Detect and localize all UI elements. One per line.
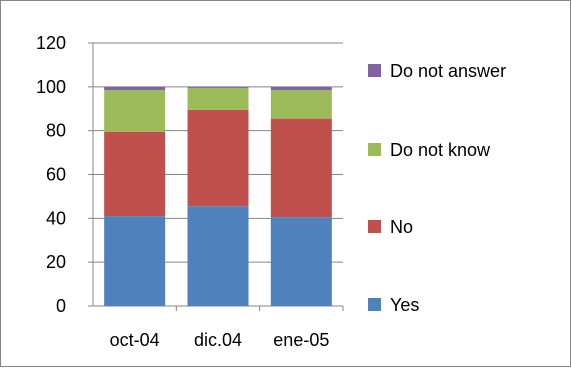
legend-swatch-do-not-know — [368, 143, 381, 156]
x-tick-label-1: dic.04 — [194, 330, 242, 350]
x-tick-label-0: oct-04 — [110, 330, 160, 350]
bar-do-not-know-2 — [270, 90, 332, 119]
legend: Do not answer Do not know No Yes — [368, 61, 506, 315]
bar-no-1 — [187, 109, 249, 207]
y-tick-label-20: 20 — [46, 252, 66, 272]
legend-label-do-not-know: Do not know — [390, 140, 491, 160]
legend-label-do-not-answer: Do not answer — [390, 61, 506, 81]
bar-yes-0 — [104, 216, 166, 306]
bar-no-0 — [104, 131, 166, 217]
y-tick-label-0: 0 — [56, 296, 66, 316]
legend-swatch-no — [368, 220, 381, 233]
bar-do-not-answer-0 — [104, 86, 166, 91]
bar-do-not-know-1 — [187, 87, 249, 110]
y-tick-label-100: 100 — [36, 77, 66, 97]
bar-yes-2 — [270, 217, 332, 306]
bar-yes-1 — [187, 206, 249, 306]
legend-swatch-yes — [368, 298, 381, 311]
bar-do-not-answer-2 — [270, 86, 332, 91]
bar-do-not-answer-1 — [187, 86, 249, 88]
bars — [104, 86, 332, 306]
bar-do-not-know-0 — [104, 90, 166, 132]
y-tick-label-120: 120 — [36, 33, 66, 53]
y-tick-label-60: 60 — [46, 165, 66, 185]
bar-no-2 — [270, 118, 332, 218]
legend-label-no: No — [390, 217, 413, 237]
y-tick-label-40: 40 — [46, 208, 66, 228]
y-tick-label-80: 80 — [46, 121, 66, 141]
legend-swatch-do-not-answer — [368, 64, 381, 77]
legend-label-yes: Yes — [390, 295, 419, 315]
x-tick-label-2: ene-05 — [273, 330, 329, 350]
